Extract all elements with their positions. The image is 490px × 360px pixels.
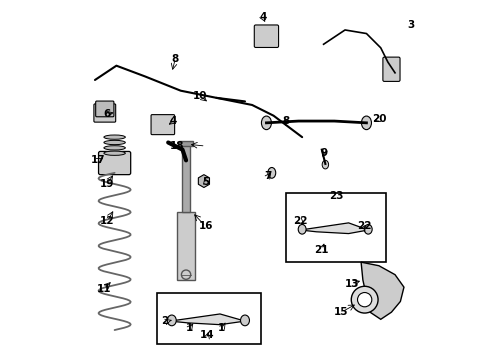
Text: 1: 1 [186,323,193,333]
Bar [286,193,386,262]
Polygon shape [361,262,404,319]
Text: 22: 22 [293,216,308,226]
Polygon shape [182,144,190,212]
Text: 5: 5 [202,177,209,187]
Text: 1: 1 [218,323,225,333]
Text: 11: 11 [97,284,111,294]
Text: 14: 14 [200,330,215,341]
Ellipse shape [241,315,249,326]
Ellipse shape [364,225,372,234]
Text: 4: 4 [259,13,267,22]
Ellipse shape [322,160,329,169]
Text: 18: 18 [170,141,184,151]
Polygon shape [177,212,195,280]
Text: 19: 19 [100,179,115,189]
Text: 22: 22 [357,221,372,231]
Ellipse shape [351,286,378,313]
FancyBboxPatch shape [96,101,114,117]
Ellipse shape [167,315,176,326]
Ellipse shape [104,135,125,139]
FancyBboxPatch shape [151,114,174,135]
Ellipse shape [298,225,306,234]
Text: 20: 20 [372,114,386,124]
Text: 15: 15 [334,307,349,317]
Bar [157,293,261,344]
Polygon shape [170,314,245,325]
Text: 2: 2 [161,316,168,326]
Polygon shape [179,141,193,146]
Ellipse shape [262,116,271,130]
Text: 10: 10 [193,91,208,101]
Text: 8: 8 [282,116,290,126]
Text: 3: 3 [408,19,415,30]
FancyBboxPatch shape [383,57,400,81]
Polygon shape [300,223,368,234]
Text: 17: 17 [91,156,106,165]
FancyBboxPatch shape [254,25,279,48]
Text: 21: 21 [315,245,329,255]
Text: 12: 12 [100,216,115,226]
FancyBboxPatch shape [94,104,116,122]
Text: 9: 9 [320,148,327,158]
Ellipse shape [104,151,125,156]
Text: 4: 4 [170,116,177,126]
Text: 23: 23 [329,191,343,201]
Text: 16: 16 [198,221,213,231]
Ellipse shape [268,167,276,178]
Ellipse shape [362,116,371,130]
Text: 8: 8 [172,54,179,64]
Text: 6: 6 [104,109,111,119]
Ellipse shape [104,140,125,145]
Ellipse shape [104,146,125,150]
Ellipse shape [358,293,372,307]
FancyBboxPatch shape [98,152,131,175]
Text: 13: 13 [345,279,360,289]
Text: 7: 7 [265,171,272,181]
